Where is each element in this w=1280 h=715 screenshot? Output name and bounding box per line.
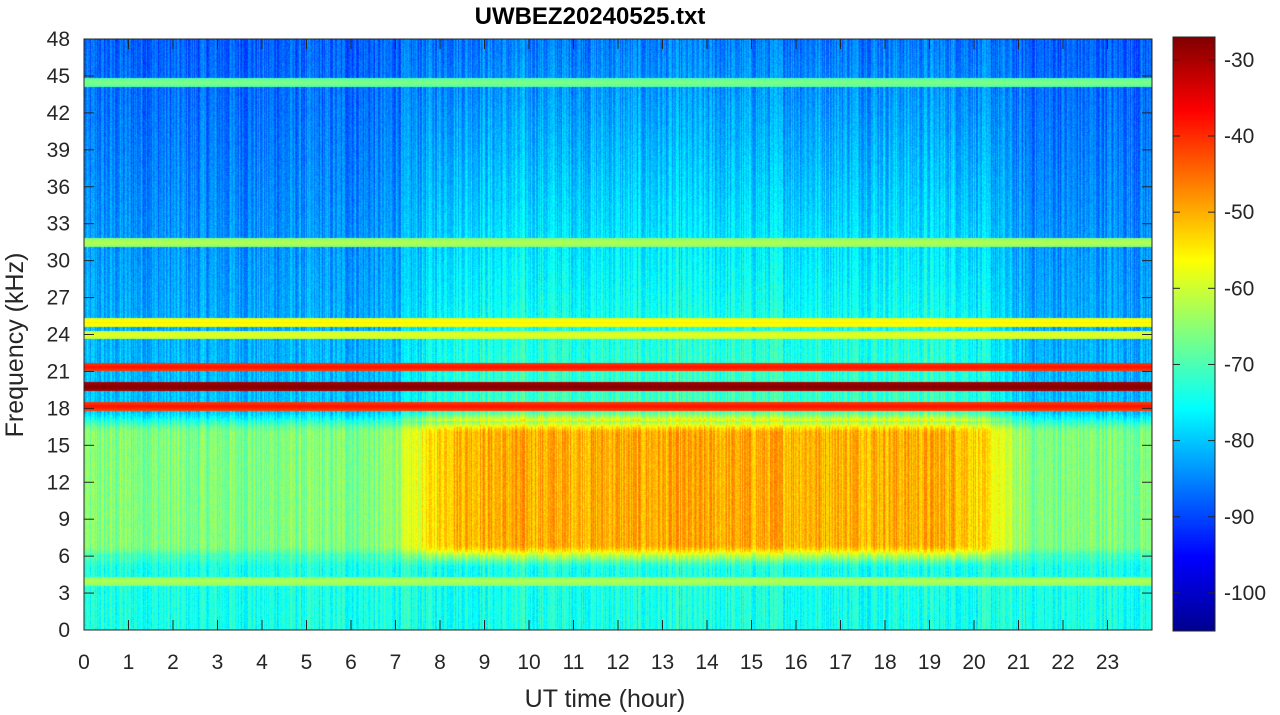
x-tick-label: 0	[78, 651, 90, 674]
x-tick-label: 21	[1007, 651, 1030, 674]
x-tick-label: 8	[434, 651, 446, 674]
colorbar-tick-label: -60	[1224, 277, 1254, 300]
x-tick-label: 5	[301, 651, 313, 674]
colorbar-tick-label: -90	[1224, 506, 1254, 529]
colorbar-tick-label: -30	[1224, 49, 1254, 72]
y-tick-label: 15	[47, 434, 70, 457]
colorbar-gradient	[1172, 36, 1216, 632]
colorbar-tick-label: -50	[1224, 201, 1254, 224]
y-tick-label: 24	[47, 324, 71, 347]
y-tick-label: 36	[47, 176, 70, 199]
colorbar-ticks: -30 -40 -50 -60 -70 -80 -90 -100	[1173, 49, 1266, 605]
y-tick-label: 33	[47, 213, 70, 236]
x-tick-label: 3	[212, 651, 224, 674]
y-tick-label: 3	[58, 582, 70, 605]
colorbar: -30 -40 -50 -60 -70 -80 -90 -100	[1172, 36, 1266, 632]
x-tick-label: 18	[873, 651, 896, 674]
x-tick-label: 11	[563, 651, 585, 674]
spectrogram-heatmap	[84, 39, 1152, 630]
y-axis-label: Frequency (kHz)	[1, 253, 29, 438]
spectrogram-image	[84, 39, 1152, 630]
x-tick-label: 10	[517, 651, 540, 674]
y-tick-label: 45	[47, 65, 70, 88]
y-tick-label: 27	[47, 287, 70, 310]
colorbar-tick-label: -40	[1224, 125, 1254, 148]
y-tick-label: 39	[47, 139, 70, 162]
x-tick-label: 20	[962, 651, 985, 674]
x-tick-label: 7	[390, 651, 402, 674]
x-tick-label: 22	[1051, 651, 1074, 674]
y-tick-label: 12	[47, 471, 70, 494]
x-tick-label: 4	[256, 651, 268, 674]
x-tick-label: 6	[345, 651, 357, 674]
y-tick-label: 48	[47, 28, 70, 51]
x-tick-label: 12	[606, 651, 629, 674]
x-tick-label: 13	[651, 651, 674, 674]
y-tick-label: 42	[47, 102, 70, 125]
y-tick-label: 6	[58, 545, 70, 568]
y-tick-label: 9	[58, 508, 70, 531]
y-tick-label: 30	[47, 250, 70, 273]
x-tick-label: 17	[829, 651, 852, 674]
colorbar-tick-label: -80	[1224, 430, 1254, 453]
x-tick-label: 23	[1096, 651, 1119, 674]
y-tick-label: 18	[47, 397, 70, 420]
x-axis-label: UT time (hour)	[525, 685, 686, 713]
chart-title: UWBEZ20240525.txt	[475, 3, 706, 30]
x-tick-label: 9	[479, 651, 491, 674]
colorbar-tick-label: -70	[1224, 353, 1254, 376]
y-tick-label: 0	[58, 619, 70, 642]
colorbar-tick-label: -100	[1224, 582, 1266, 605]
x-tick-label: 15	[740, 651, 763, 674]
x-tick-label: 1	[123, 651, 135, 674]
y-tick-label: 21	[47, 360, 70, 383]
x-tick-label: 16	[784, 651, 807, 674]
x-tick-label: 14	[695, 651, 719, 674]
plot-area	[83, 38, 1153, 631]
x-tick-label: 19	[918, 651, 941, 674]
x-tick-label: 2	[167, 651, 179, 674]
x-axis: 0 1 2 3 4 5 6 7 8 9 10 11 12 13 14 15 16 17 18 19 20 21 22 23	[78, 39, 1119, 674]
